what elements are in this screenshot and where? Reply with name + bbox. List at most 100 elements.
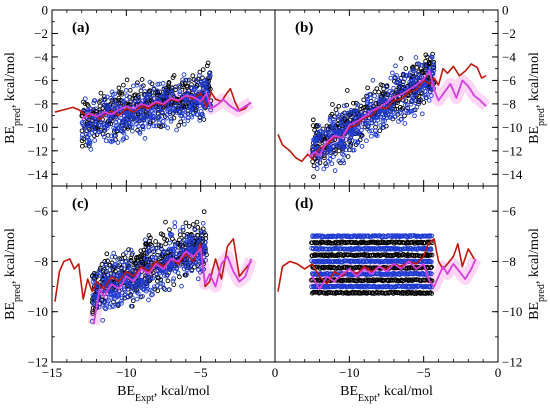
data-point <box>164 273 170 279</box>
data-point <box>205 80 211 86</box>
data-point <box>121 117 127 122</box>
data-point <box>172 224 178 230</box>
data-point <box>176 102 182 107</box>
data-point <box>428 259 434 265</box>
data-point <box>100 274 106 280</box>
y-tick-label: −8 <box>34 254 48 269</box>
data-point <box>388 75 394 81</box>
data-point <box>164 89 170 95</box>
panel-b: (b) 0 −2 −4 −6 −8 −10 −12 −14 <box>274 3 523 187</box>
data-point <box>165 108 170 113</box>
data-point <box>377 128 383 134</box>
data-point <box>199 236 204 241</box>
magenta-line <box>92 247 253 325</box>
data-point <box>128 255 134 261</box>
data-point <box>147 238 152 244</box>
data-point <box>100 317 106 323</box>
data-point <box>365 120 371 126</box>
data-point <box>84 139 90 144</box>
data-point <box>428 271 434 277</box>
data-point <box>126 111 131 117</box>
data-point <box>345 154 351 159</box>
data-point <box>317 156 323 162</box>
data-point <box>194 105 200 111</box>
y-tick-label: −8 <box>34 96 48 111</box>
data-point <box>160 119 166 124</box>
data-point <box>140 286 146 291</box>
data-point <box>334 111 340 116</box>
data-point <box>373 131 379 137</box>
data-point <box>205 60 211 66</box>
data-point <box>328 290 334 296</box>
data-point <box>180 224 186 230</box>
data-point <box>179 244 185 249</box>
data-point <box>179 283 184 289</box>
y-tick-label: −2 <box>502 26 516 41</box>
data-point <box>146 92 152 98</box>
data-point <box>161 250 167 256</box>
data-point <box>402 290 408 296</box>
data-point <box>351 147 357 153</box>
data-point <box>163 96 168 102</box>
data-point <box>98 283 104 288</box>
data-point <box>127 87 133 93</box>
data-point <box>111 107 117 112</box>
data-point <box>198 81 203 87</box>
data-point <box>155 81 161 87</box>
data-point <box>171 73 177 78</box>
data-point <box>177 91 183 97</box>
panel-c: (c) −6 −8 −10 −12−15 −10 −5 0 <box>28 185 278 380</box>
data-point <box>163 219 168 225</box>
data-point <box>90 298 96 304</box>
data-point <box>428 247 434 252</box>
data-point <box>384 90 389 96</box>
data-point <box>399 110 404 116</box>
data-point <box>431 62 437 68</box>
data-point <box>128 247 134 253</box>
data-point <box>207 74 212 80</box>
data-point <box>160 232 166 238</box>
data-point <box>127 282 133 287</box>
data-point <box>409 278 415 284</box>
data-point <box>367 92 372 97</box>
data-point <box>119 295 125 301</box>
y-tick-label: −14 <box>28 167 49 182</box>
data-point <box>146 297 151 303</box>
data-point <box>340 112 345 117</box>
data-point <box>150 275 156 281</box>
data-point <box>141 247 147 253</box>
data-point <box>186 224 192 229</box>
data-point <box>428 265 434 271</box>
data-point <box>173 102 179 108</box>
data-point <box>153 123 159 129</box>
data-point <box>143 288 149 294</box>
data-point <box>173 87 178 92</box>
data-point <box>396 77 401 83</box>
data-point <box>102 103 108 109</box>
data-point <box>384 84 389 90</box>
data-point <box>182 98 188 104</box>
data-point <box>104 301 110 307</box>
data-point <box>88 106 93 112</box>
data-point <box>355 105 361 111</box>
data-point <box>341 103 347 109</box>
panel-frame <box>274 185 499 363</box>
data-point <box>417 98 423 104</box>
data-point <box>119 259 125 264</box>
data-point <box>124 93 130 99</box>
data-point <box>410 94 415 99</box>
y-tick-label: −2 <box>34 26 48 41</box>
data-point <box>339 121 344 127</box>
data-point <box>174 127 179 133</box>
data-point <box>140 293 145 299</box>
data-point <box>123 88 129 93</box>
data-point <box>180 115 186 121</box>
data-point <box>326 144 332 149</box>
data-point <box>134 261 140 267</box>
data-point <box>102 305 108 311</box>
data-point <box>201 209 207 215</box>
y-tick-label: −4 <box>502 49 516 64</box>
data-point <box>208 86 213 92</box>
data-point <box>167 246 172 252</box>
data-point <box>187 247 193 252</box>
